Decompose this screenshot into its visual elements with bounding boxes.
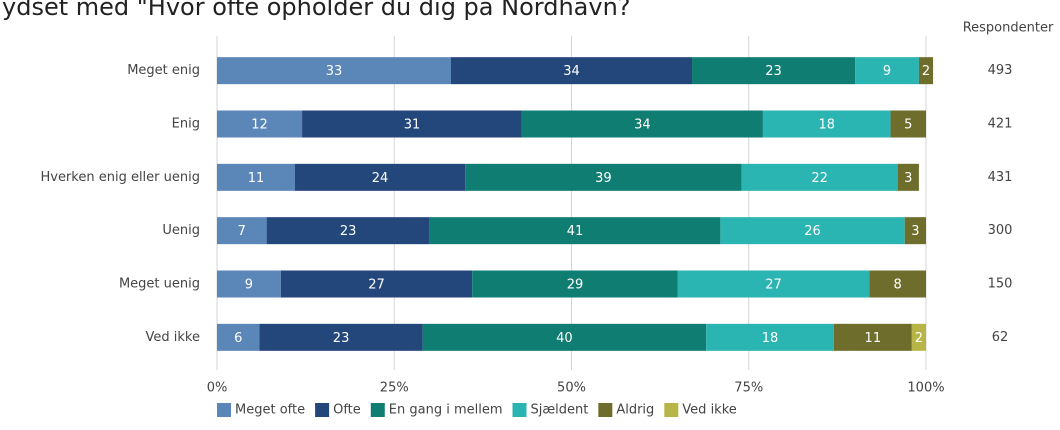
bar-segment — [833, 323, 912, 351]
bar-segment — [217, 270, 281, 298]
bar-segment — [450, 57, 693, 85]
value-label: 40 — [556, 331, 573, 346]
legend-swatch — [664, 403, 679, 417]
value-label: 31 — [404, 118, 421, 133]
value-label: 7 — [238, 224, 246, 239]
x-tick-label: 75% — [734, 381, 763, 396]
respondents-value: 493 — [988, 63, 1013, 78]
bar-segment — [911, 323, 926, 351]
bar-segment — [741, 163, 898, 191]
value-label: 34 — [634, 118, 651, 133]
y-tick-label: Meget enig — [127, 63, 200, 78]
value-label: 2 — [922, 64, 930, 79]
bar-segment — [429, 217, 721, 245]
bar-segment — [302, 110, 522, 138]
legend-label: Ved ikke — [682, 403, 736, 418]
bar-segment — [677, 270, 870, 298]
legend-label: En gang i mellem — [389, 403, 503, 418]
bar-segment — [869, 270, 926, 298]
bar-segment — [422, 323, 707, 351]
bar-segment — [706, 323, 834, 351]
legend-label: Sjældent — [531, 403, 589, 418]
y-tick-label: Uenig — [162, 223, 200, 238]
value-label: 23 — [340, 224, 357, 239]
y-tick-label: Ved ikke — [146, 330, 200, 345]
value-label: 39 — [595, 171, 612, 186]
y-tick-label: Meget uenig — [119, 277, 200, 292]
bar-segment — [465, 163, 742, 191]
x-tick-label: 50% — [557, 381, 586, 396]
respondents-value: 300 — [988, 223, 1013, 238]
value-label: 3 — [911, 224, 919, 239]
value-label: 18 — [762, 331, 779, 346]
legend-label: Meget ofte — [235, 403, 305, 418]
value-label: 24 — [372, 171, 389, 186]
respondents-value: 421 — [988, 117, 1013, 132]
value-label: 2 — [915, 331, 923, 346]
bar-segment — [266, 217, 430, 245]
chart-title: ydset med "Hvor ofte opholder du dig på … — [2, 0, 631, 21]
x-tick-label: 100% — [907, 381, 944, 396]
legend-swatch — [370, 403, 385, 417]
value-label: 23 — [765, 64, 782, 79]
value-label: 8 — [893, 278, 901, 293]
value-label: 41 — [567, 224, 584, 239]
bar-segment — [521, 110, 763, 138]
legend-swatch — [512, 403, 527, 417]
value-label: 26 — [804, 224, 821, 239]
value-label: 29 — [567, 278, 584, 293]
bar-segment — [918, 57, 934, 85]
value-label: 6 — [234, 331, 242, 346]
legend-swatch — [315, 403, 330, 417]
bar-segment — [720, 217, 905, 245]
bar-segment — [217, 217, 267, 245]
legend-swatch — [217, 403, 231, 417]
bar-segment — [472, 270, 678, 298]
respondents-value: 150 — [988, 277, 1013, 292]
y-tick-label: Hverken enig eller uenig — [40, 170, 200, 185]
bar-segment — [762, 110, 891, 138]
x-tick-label: 25% — [380, 381, 409, 396]
bar-segment — [890, 110, 926, 138]
bar-segment — [855, 57, 919, 85]
value-label: 9 — [883, 64, 891, 79]
y-tick-label: Enig — [172, 117, 200, 132]
value-label: 11 — [865, 331, 882, 346]
value-label: 12 — [251, 118, 268, 133]
legend-label: Aldrig — [616, 403, 654, 418]
legend-label: Ofte — [333, 403, 361, 418]
respondents-value: 431 — [988, 170, 1013, 185]
bar-segment — [217, 110, 303, 138]
value-label: 5 — [904, 118, 912, 133]
bar-segment — [294, 163, 466, 191]
respondents-header: Respondenter — [963, 21, 1054, 36]
bar-segment — [904, 217, 926, 245]
bar-segment — [897, 163, 919, 191]
x-tick-label: 0% — [207, 381, 228, 396]
value-label: 27 — [765, 278, 782, 293]
value-label: 27 — [368, 278, 385, 293]
value-label: 33 — [326, 64, 343, 79]
bar-segment — [259, 323, 423, 351]
value-label: 18 — [818, 118, 835, 133]
value-label: 23 — [333, 331, 350, 346]
bar-segment — [280, 270, 473, 298]
value-label: 34 — [563, 64, 580, 79]
value-label: 22 — [811, 171, 828, 186]
bar-segment — [217, 323, 260, 351]
value-label: 9 — [245, 278, 253, 293]
value-label: 11 — [248, 171, 265, 186]
respondents-value: 62 — [992, 330, 1009, 345]
bar-segment — [217, 163, 295, 191]
bar-segment — [217, 57, 451, 85]
legend-swatch — [598, 403, 613, 417]
bar-segment — [692, 57, 856, 85]
value-label: 3 — [904, 171, 912, 186]
